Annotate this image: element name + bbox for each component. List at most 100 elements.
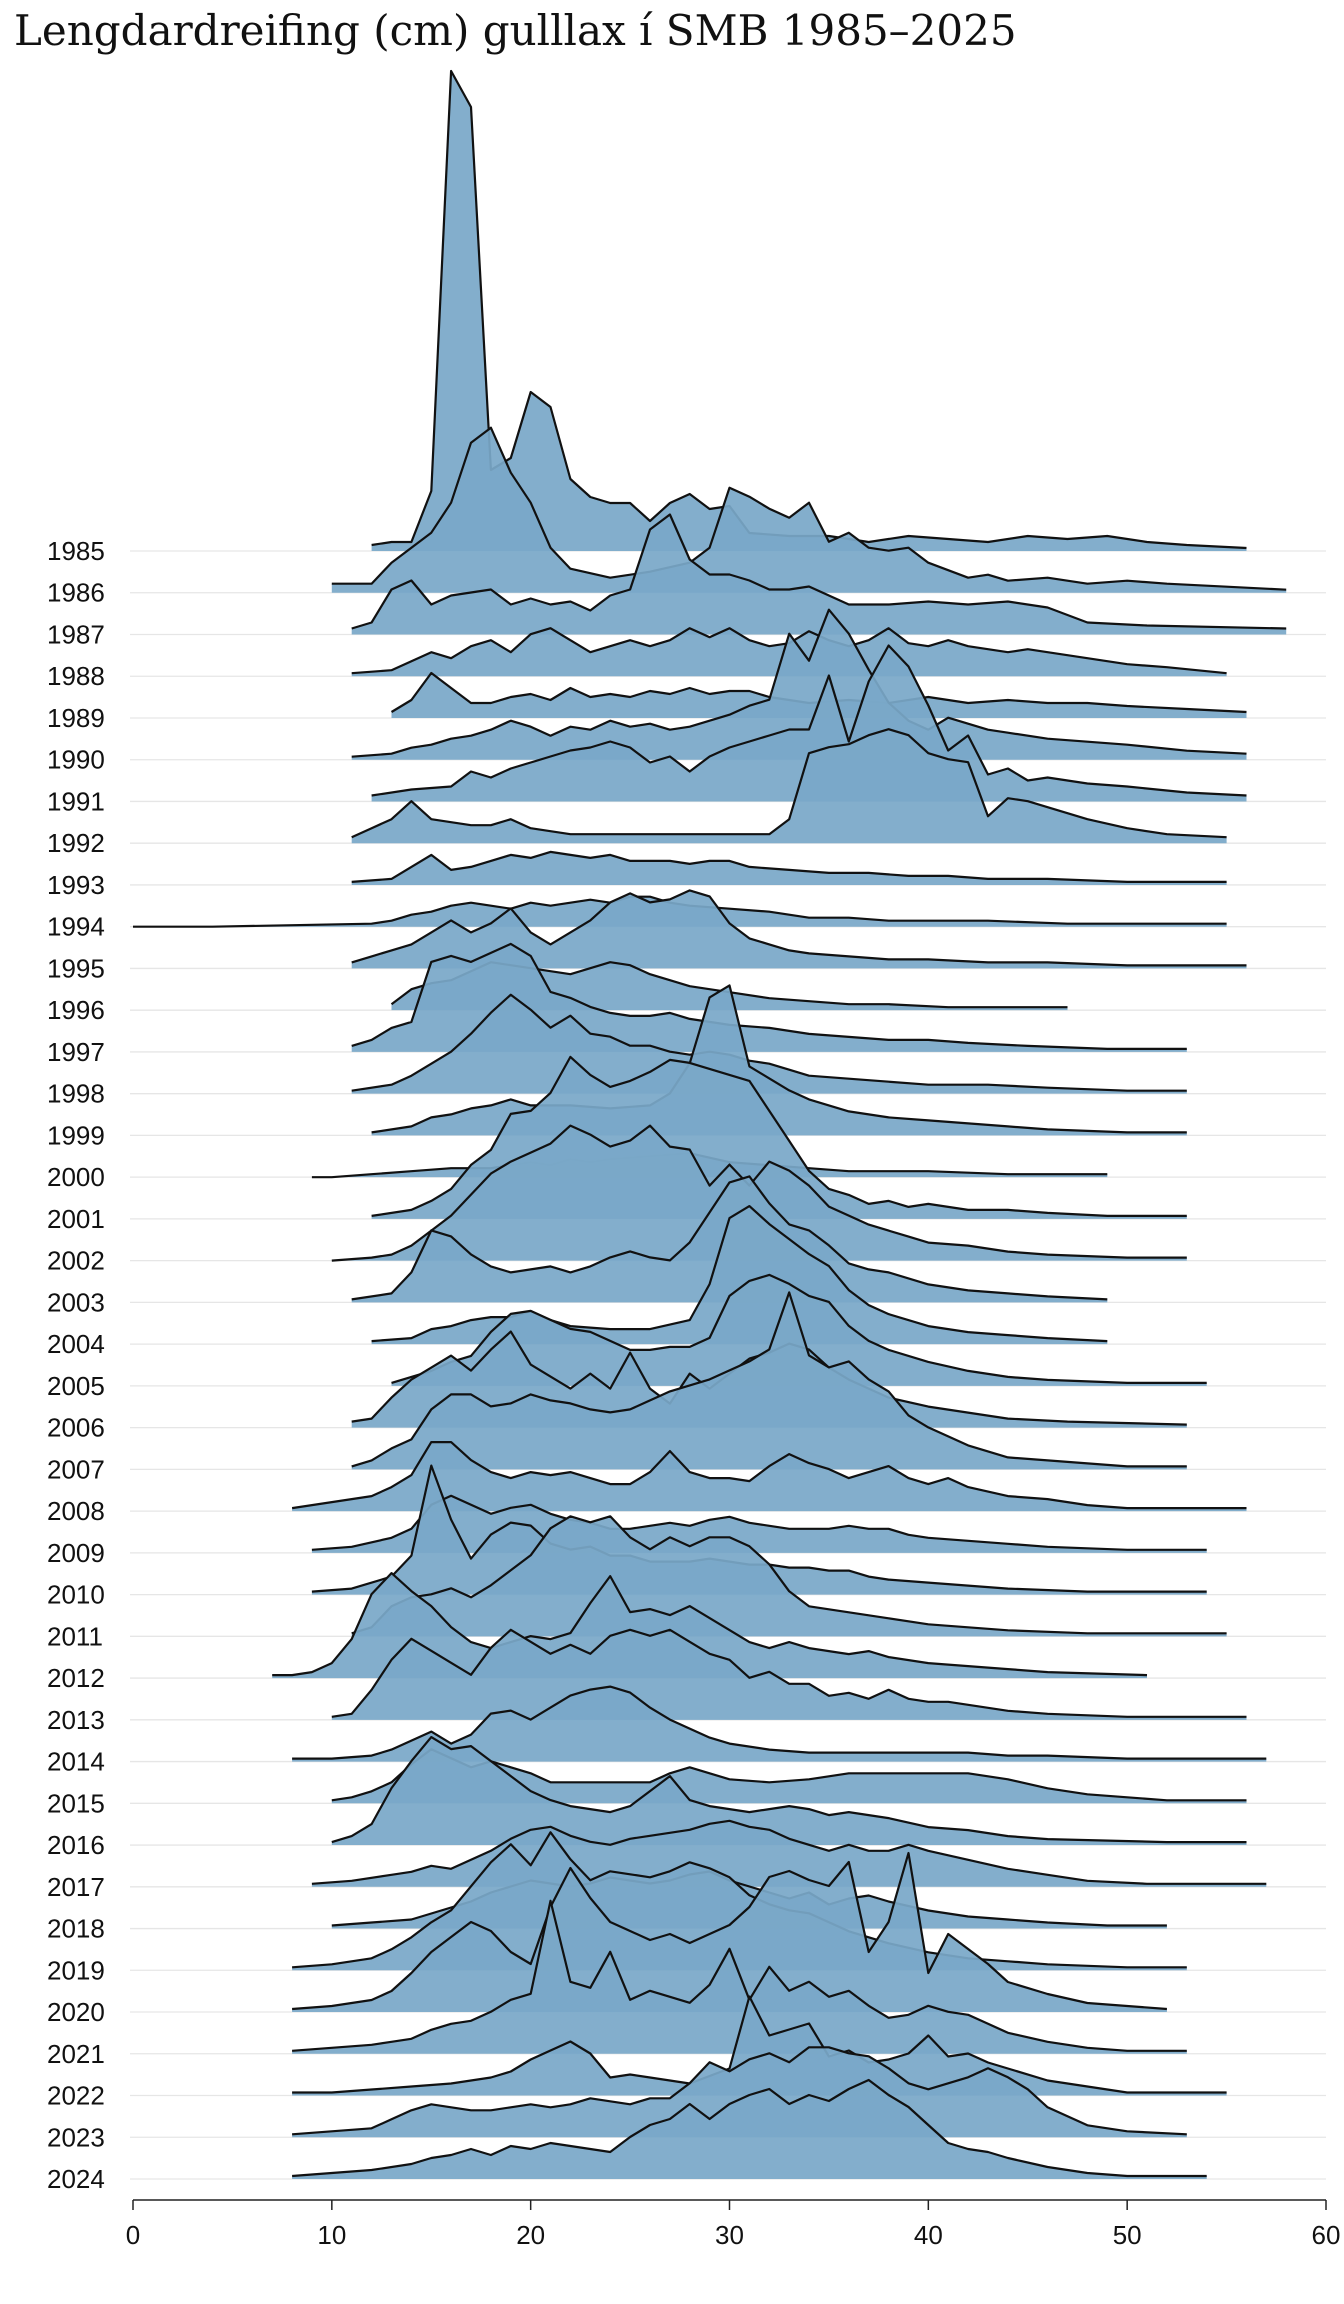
ridge-line	[351, 728, 1227, 839]
year-label: 2001	[47, 1204, 105, 1234]
year-labels: 1985 1986 1987 1988 1989 1990 1991 1992 1993 1994…	[47, 536, 105, 2194]
ridge-line	[371, 69, 1247, 550]
year-label: 1998	[47, 1079, 105, 1109]
ridge-line	[331, 1124, 1187, 1262]
x-tick-label: 20	[516, 2220, 545, 2250]
year-label: 1990	[47, 745, 105, 775]
ridge-line	[331, 1736, 1247, 1844]
year-label: 2020	[47, 1997, 105, 2027]
ridge-1995	[351, 889, 1247, 969]
year-label: 2010	[47, 1580, 105, 1610]
ridge-area	[371, 985, 1187, 1136]
year-label: 2013	[47, 1705, 105, 1735]
ridge-2014	[292, 1685, 1267, 1762]
year-label: 1993	[47, 870, 105, 900]
ridge-area	[331, 1749, 1247, 1804]
ridge-2008	[291, 1441, 1247, 1512]
year-label: 1996	[47, 995, 105, 1025]
year-label: 1992	[47, 828, 105, 858]
ridge-line	[371, 1205, 1108, 1343]
ridge-line	[351, 850, 1227, 883]
ridge-line	[351, 942, 1187, 1050]
ridge-1986	[331, 426, 1287, 593]
x-tick-label: 50	[1113, 2220, 1142, 2250]
ridge-line	[351, 993, 1187, 1092]
ridge-line	[292, 1685, 1267, 1760]
x-tick-label: 0	[126, 2220, 140, 2250]
year-label: 1999	[47, 1120, 105, 1150]
year-label: 1997	[47, 1037, 105, 1067]
year-label: 2008	[47, 1496, 105, 1526]
ridge-line	[391, 1273, 1207, 1384]
ridge-line	[351, 1175, 1108, 1301]
ridge-2020	[292, 1851, 1167, 2013]
x-tick-label: 40	[914, 2220, 943, 2250]
ridge-area	[292, 1686, 1267, 1762]
ridge-1993	[351, 850, 1227, 885]
ridge-line	[331, 426, 1287, 591]
year-label: 1991	[47, 786, 105, 816]
ridge-1998	[351, 993, 1187, 1094]
year-label: 2007	[47, 1454, 105, 1484]
ridge-area	[351, 1292, 1187, 1470]
year-label: 2017	[47, 1872, 105, 1902]
year-label: 2024	[47, 2164, 105, 2194]
x-axis: 0 10 20 30 40 50 60	[126, 2199, 1341, 2250]
year-label: 2009	[47, 1538, 105, 1568]
year-label: 2014	[47, 1747, 105, 1777]
ridge-2021	[292, 1899, 1187, 2054]
year-label: 2012	[47, 1663, 105, 1693]
ridge-line	[292, 1995, 1227, 2094]
ridge-1987	[351, 513, 1287, 635]
x-tick-label: 60	[1312, 2220, 1341, 2250]
year-label: 2018	[47, 1914, 105, 1944]
year-label: 2021	[47, 2039, 105, 2069]
ridge-area	[292, 1442, 1247, 1512]
year-label: 1995	[47, 953, 105, 983]
ridge-area	[351, 514, 1287, 635]
ridge-area	[331, 1737, 1247, 1846]
ridge-1989	[390, 671, 1247, 718]
year-label: 2006	[47, 1413, 105, 1443]
year-label: 1988	[47, 661, 105, 691]
year-label: 2002	[47, 1246, 105, 1276]
x-tick-label: 10	[317, 2220, 346, 2250]
ridge-line	[311, 1494, 1207, 1551]
ridge-2007	[351, 1291, 1187, 1470]
ridge-2023	[292, 2046, 1187, 2138]
ridge-2004	[371, 1205, 1108, 1345]
ridge-line	[371, 644, 1247, 797]
ridge-line	[311, 1819, 1267, 1885]
year-label: 2016	[47, 1830, 105, 1860]
year-label: 2003	[47, 1287, 105, 1317]
ridge-area	[391, 673, 1247, 718]
year-label: 1987	[47, 619, 105, 649]
ridge-1991	[371, 644, 1247, 802]
year-label: 1994	[47, 912, 105, 942]
year-label: 2023	[47, 2122, 105, 2152]
year-label: 1986	[47, 578, 105, 608]
year-label: 2000	[47, 1162, 105, 1192]
ridge-area	[351, 1516, 1227, 1637]
year-label: 1985	[47, 536, 105, 566]
ridge-1992	[351, 728, 1227, 844]
ridge-line	[351, 1291, 1187, 1468]
ridge-area	[351, 890, 1247, 969]
ridge-line	[351, 889, 1247, 967]
ridge-area	[331, 1629, 1247, 1720]
ridge-2024	[292, 2078, 1207, 2179]
ridge-area	[292, 1832, 1187, 1971]
ridge-line	[351, 1515, 1227, 1635]
ridge-line	[331, 1628, 1247, 1718]
ridge-area	[371, 645, 1247, 802]
ridge-area	[351, 851, 1227, 885]
ridge-area	[371, 1206, 1108, 1345]
ridge-2016	[331, 1736, 1247, 1846]
ridge-2013	[331, 1628, 1247, 1720]
year-label: 2019	[47, 1955, 105, 1985]
ridge-line	[272, 1572, 1148, 1677]
ridge-line	[371, 984, 1187, 1134]
year-label: 2015	[47, 1788, 105, 1818]
year-label: 2011	[47, 1621, 103, 1651]
